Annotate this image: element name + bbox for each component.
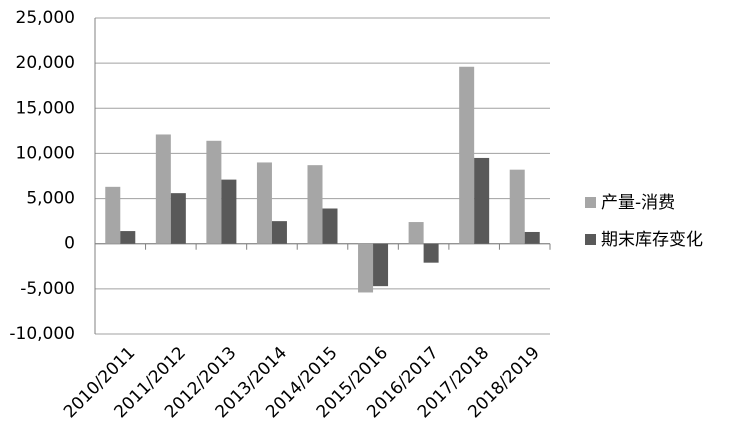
y-tick-label: 20,000: [16, 53, 75, 73]
bar: [120, 231, 136, 244]
bar: [155, 134, 171, 244]
legend-label: 期末库存变化: [601, 230, 703, 250]
bar: [170, 193, 186, 244]
y-tick-label: -5,000: [20, 279, 75, 299]
y-tick-label: -10,000: [9, 324, 75, 344]
bar: [307, 165, 323, 244]
bar: [408, 222, 424, 244]
y-tick-label: 10,000: [16, 143, 75, 163]
legend-label: 产量-消费: [601, 193, 675, 213]
bar: [358, 243, 374, 293]
bar: [474, 157, 490, 244]
bar: [509, 169, 525, 244]
bar: [105, 186, 121, 244]
y-tick-label: 0: [64, 234, 75, 254]
bar: [423, 243, 439, 263]
bar: [322, 208, 338, 244]
bar: [373, 243, 389, 287]
bar: [206, 140, 222, 244]
bar: [459, 66, 475, 244]
bar: [221, 179, 237, 244]
legend-swatch: [585, 197, 596, 208]
bar: [256, 162, 272, 244]
y-tick-label: 15,000: [16, 98, 75, 118]
legend-swatch: [585, 234, 596, 245]
bar: [524, 231, 540, 244]
y-tick-label: 25,000: [16, 8, 75, 28]
y-tick-label: 5,000: [26, 189, 75, 209]
bar: [271, 221, 287, 244]
